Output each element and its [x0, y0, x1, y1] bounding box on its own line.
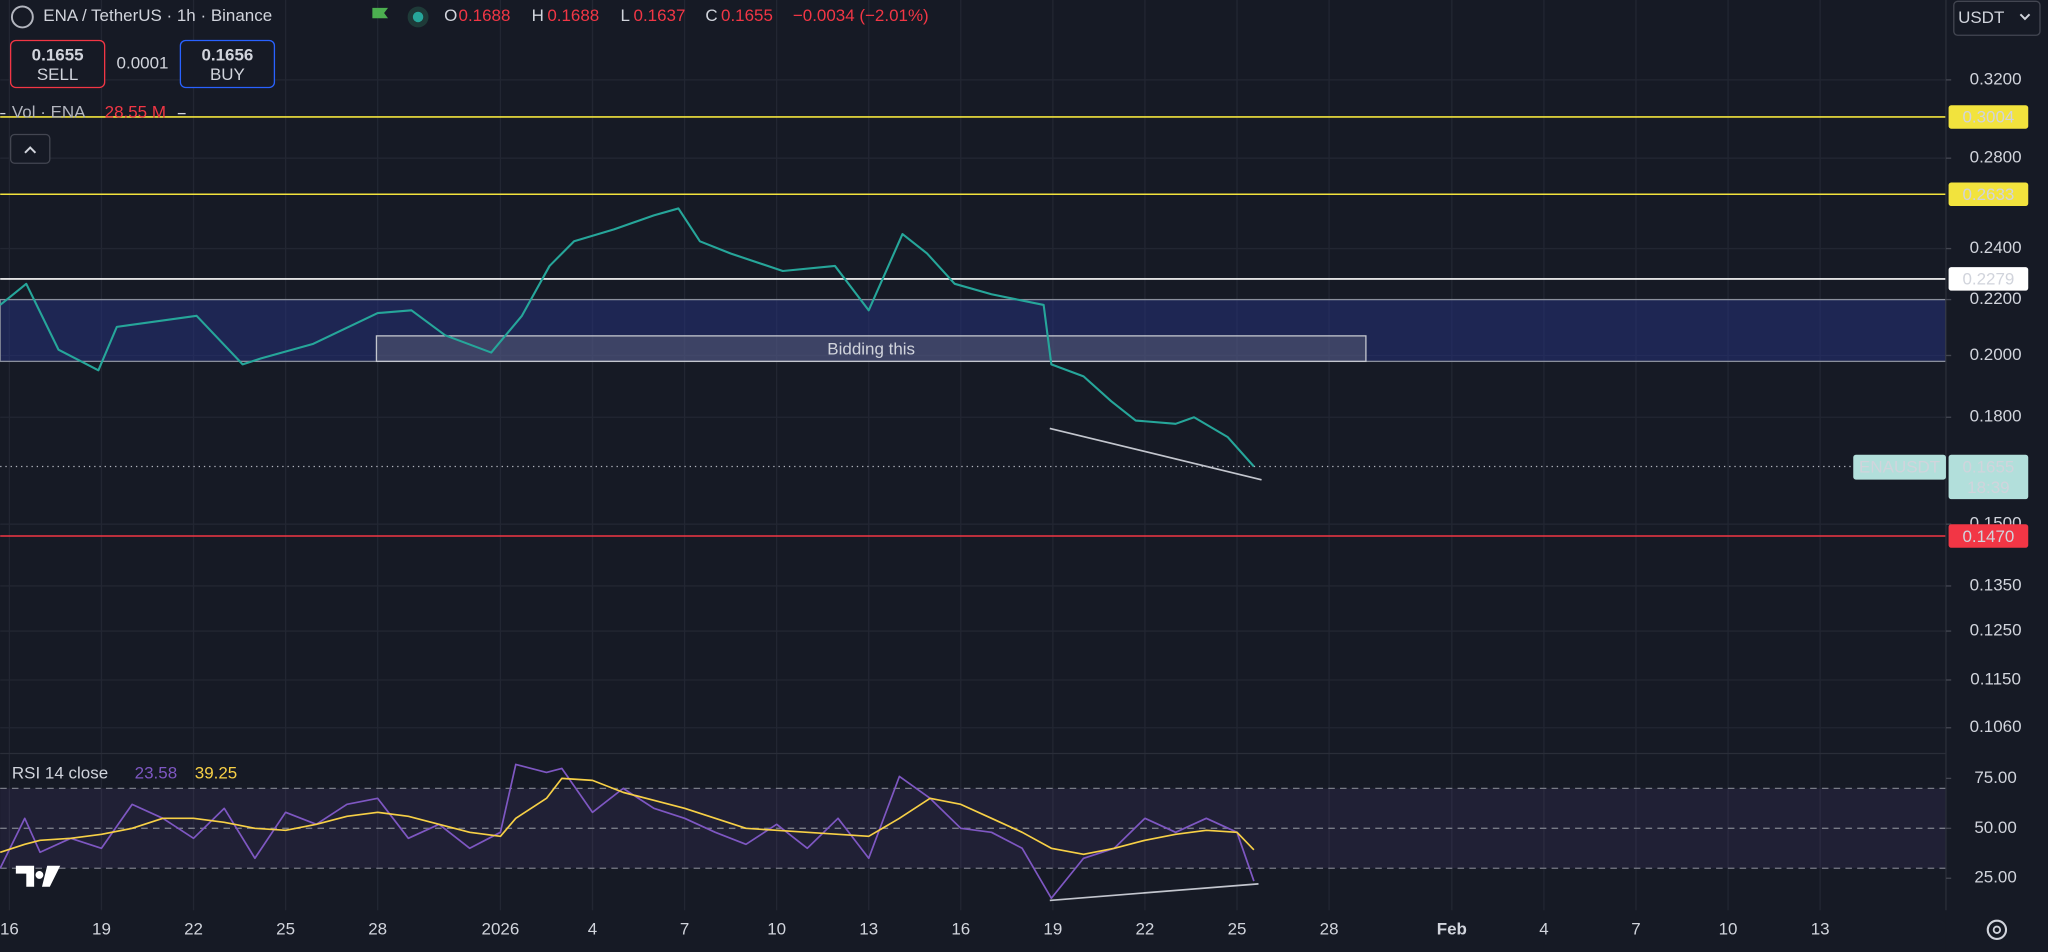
x-tick-label: 28 — [1320, 919, 1339, 938]
countdown: 18:39 — [1967, 478, 2009, 497]
y-tick-label: 0.3200 — [1970, 69, 2022, 88]
x-tick-label: 13 — [1811, 919, 1830, 938]
currency-dropdown[interactable] — [1953, 0, 2041, 36]
buy-label: BUY — [210, 65, 245, 84]
ohlc-close-key: C — [705, 6, 717, 25]
level-label: 0.3004 — [1962, 108, 2014, 127]
volume-value: 28.55 M — [105, 103, 166, 122]
ohlc-open: 0.1688 — [459, 6, 511, 25]
buy-price: 0.1656 — [201, 46, 253, 65]
x-tick-label: 25 — [276, 919, 295, 938]
symbol-tag — [1853, 454, 1946, 480]
trendline — [1049, 882, 1259, 902]
sell-label: SELL — [37, 65, 79, 84]
chevron — [2019, 13, 2031, 21]
buy-button[interactable] — [179, 39, 276, 89]
rsi-legend: RSI 14 close 23.58 39.25 — [12, 764, 237, 783]
symbol-tag-label: ENAUSDT — [1859, 457, 1940, 476]
x-tick-label: 19 — [1043, 919, 1062, 938]
y-tick-label: 75.00 — [1974, 768, 2016, 787]
x-tick-label: 2026 — [482, 919, 520, 938]
annotation-box — [375, 335, 1367, 363]
x-tick-label: 22 — [1136, 919, 1155, 938]
sell-button[interactable] — [9, 39, 106, 89]
series-line — [0, 777, 1255, 856]
y-tick-label: 0.1150 — [1970, 669, 2021, 688]
ohlc-high: 0.1688 — [547, 6, 599, 25]
settings-icon[interactable] — [1986, 919, 2008, 940]
sell-price: 0.1655 — [32, 46, 84, 65]
ohlc-low: 0.1637 — [634, 6, 686, 25]
logo-icon — [10, 5, 34, 29]
volume-label: Vol · ENA — [12, 103, 86, 122]
price-tag — [1948, 454, 2029, 500]
level-tag — [1948, 105, 2029, 129]
x-tick-label: 4 — [588, 919, 597, 938]
y-tick-label: 50.00 — [1974, 818, 2016, 837]
x-tick-label: 4 — [1539, 919, 1548, 938]
currency-label: USDT — [1958, 8, 2004, 27]
x-tick-label: 10 — [1719, 919, 1738, 938]
ohlc-close: 0.1655 — [721, 6, 773, 25]
x-tick-label: Feb — [1437, 919, 1467, 938]
rsi-ma-value: 39.25 — [195, 764, 237, 783]
rsi-title: RSI 14 close — [12, 764, 108, 783]
ohlc-open-key: O — [444, 6, 457, 25]
y-tick-label: 0.1060 — [1970, 717, 2022, 736]
x-tick-label: 19 — [92, 919, 111, 938]
ohlc-change: −0.0034 (−2.01%) — [793, 6, 929, 25]
level-tag — [1948, 182, 2029, 206]
y-tick-label: 0.1350 — [1970, 575, 2022, 594]
x-tick-label: 25 — [1228, 919, 1247, 938]
series-line — [0, 763, 1255, 900]
rsi-value: 23.58 — [135, 764, 177, 783]
x-tick-label: 13 — [859, 919, 878, 938]
trendline — [1049, 427, 1262, 481]
x-tick-label: 28 — [368, 919, 387, 938]
level-tag — [1948, 524, 2029, 548]
zone — [0, 298, 1947, 363]
y-tick-label: 0.2000 — [1970, 345, 2022, 364]
y-tick-label: 25.00 — [1974, 868, 2016, 887]
level-tag — [1948, 267, 2029, 291]
brand-logo — [15, 865, 61, 887]
x-tick-label: 22 — [184, 919, 203, 938]
y-tick-label: 0.1800 — [1970, 407, 2022, 426]
y-tick-label: 0.2400 — [1970, 238, 2022, 257]
flag-icon — [372, 7, 389, 19]
chevron-up — [24, 146, 37, 154]
y-tick-label: 0.1250 — [1970, 621, 2022, 640]
volume-legend: Vol · ENA 28.55 M — [12, 103, 166, 122]
header-line: ENA / TetherUS · 1h · Binance — [43, 6, 272, 25]
x-tick-label: 10 — [767, 919, 786, 938]
level-label: 0.2279 — [1962, 270, 2014, 289]
ohlc-low-key: L — [620, 6, 629, 25]
level-label: 0.1470 — [1962, 527, 2014, 546]
price-tag-label: 0.1655 — [1962, 457, 2014, 476]
x-tick-label: 7 — [680, 919, 689, 938]
y-tick-label: 0.2800 — [1970, 148, 2022, 167]
spread: 0.0001 — [117, 53, 169, 72]
symbol: ENA / TetherUS · 1h · Binance — [43, 6, 272, 25]
x-tick-label: 16 — [0, 919, 19, 938]
status-dot — [412, 11, 424, 23]
settings-hole — [1992, 925, 2002, 934]
rsi-band — [0, 788, 1946, 869]
ohlc: O0.1688 H 0.1688 L 0.1637 C 0.1655 −0.0034 (−2.… — [444, 6, 929, 25]
x-tick-label: 16 — [951, 919, 970, 938]
ohlc-high-key: H — [532, 6, 544, 25]
series-line — [0, 207, 1255, 468]
level-label: 0.2633 — [1962, 185, 2014, 204]
annotation-text: Bidding this — [827, 339, 915, 358]
x-tick-label: 7 — [1631, 919, 1640, 938]
y-tick-label: 0.2200 — [1970, 289, 2022, 308]
